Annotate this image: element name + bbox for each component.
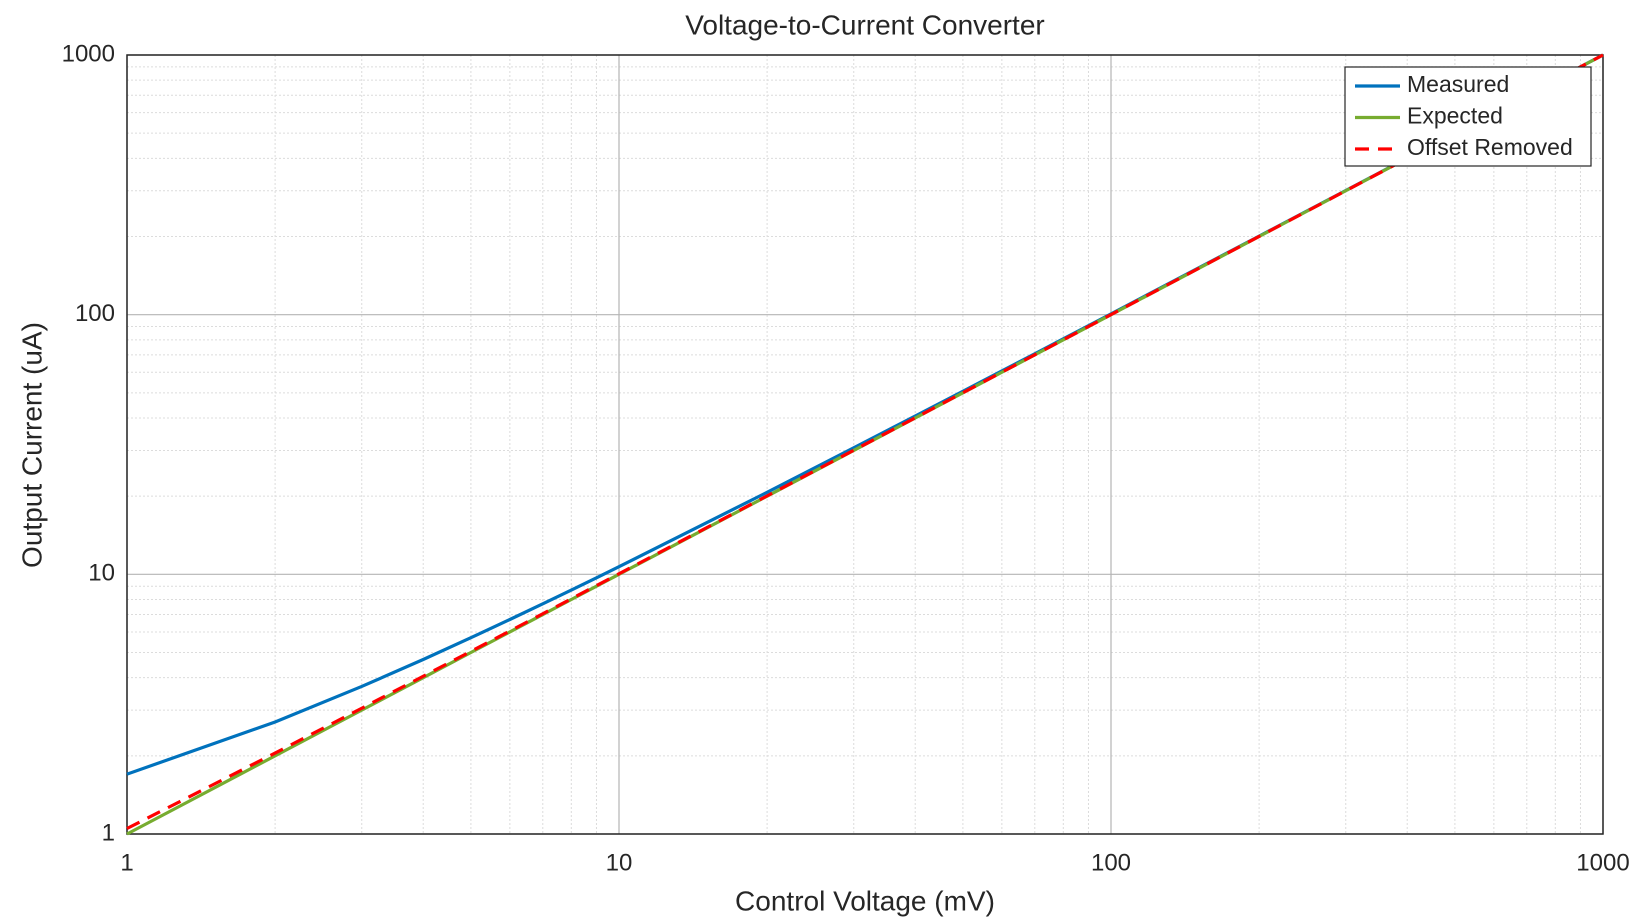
x-tick-label: 1000 [1576, 849, 1629, 876]
y-axis-label: Output Current (uA) [16, 322, 47, 568]
chart-title: Voltage-to-Current Converter [685, 9, 1045, 40]
y-tick-label: 10 [88, 560, 115, 587]
x-tick-label: 100 [1091, 849, 1131, 876]
y-tick-label: 1 [102, 819, 115, 846]
y-tick-label: 100 [75, 300, 115, 327]
legend-label: Expected [1407, 103, 1503, 129]
x-axis-label: Control Voltage (mV) [735, 885, 995, 916]
x-tick-label: 10 [606, 849, 633, 876]
legend-label: Offset Removed [1407, 134, 1573, 160]
legend-label: Measured [1407, 71, 1509, 97]
plot-border [126, 54, 1604, 835]
y-tick-label: 1000 [62, 40, 115, 67]
x-tick-label: 1 [120, 849, 133, 876]
